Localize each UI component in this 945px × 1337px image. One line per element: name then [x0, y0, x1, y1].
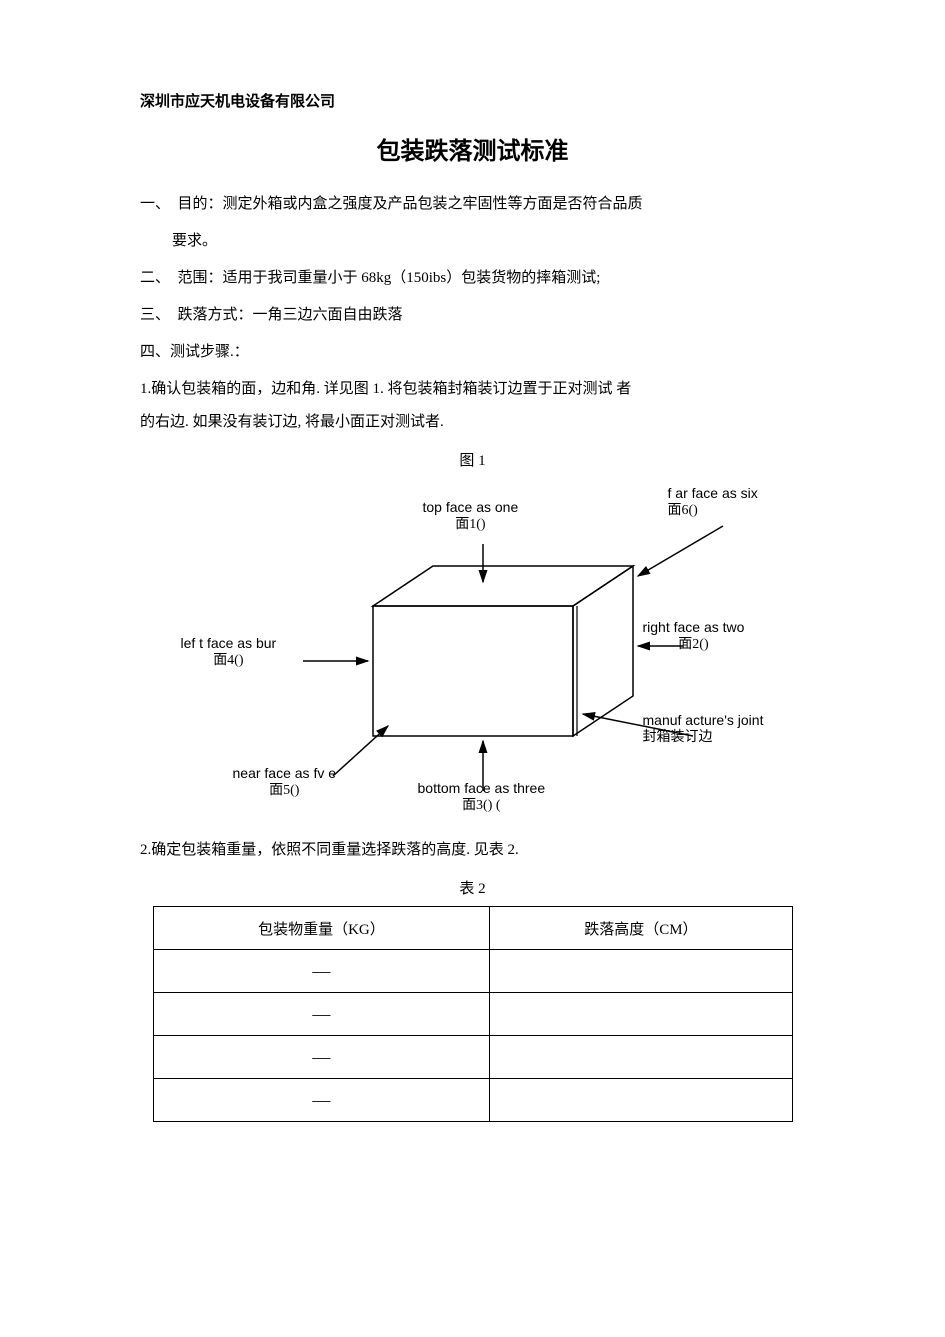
table-header-weight: 包装物重量（KG） [153, 907, 490, 950]
section-scope: 二、 范围：适用于我司重量小于 68kg（150ibs）包装货物的摔箱测试; [140, 262, 805, 295]
table-row: — [153, 1079, 792, 1122]
label-far-face: f ar face as six 面6() [668, 484, 758, 520]
label-joint: manuf acture's joint 封箱装订边 [643, 711, 764, 747]
table-cell [490, 993, 792, 1036]
label-right-face: right face as two 面2() [643, 618, 745, 654]
table-header-height: 跌落高度（CM） [490, 907, 792, 950]
label-far-cn: 面6() [668, 502, 758, 520]
label-top-cn: 面1() [423, 516, 519, 534]
table-cell: — [153, 993, 490, 1036]
step-1-line1: 1.确认包装箱的面，边和角. 详见图 1. 将包装箱封箱装订边置于正对测试 者 [140, 373, 805, 406]
label-left-en: lef t face as bur [181, 634, 277, 652]
label-near-en: near face as fv e [233, 764, 337, 782]
label-bottom-face: bottom face as three 面3() ( [418, 779, 546, 815]
table-row: — [153, 993, 792, 1036]
figure-1-wrapper: top face as one 面1() f ar face as six 面6… [140, 486, 805, 816]
label-joint-en: manuf acture's joint [643, 711, 764, 729]
table-cell: — [153, 1079, 490, 1122]
label-far-en: f ar face as six [668, 484, 758, 502]
purpose-line1: 一、 目的：测定外箱或内盒之强度及产品包装之牢固性等方面是否符合品质 [140, 196, 643, 212]
table-2-caption: 表 2 [140, 877, 805, 898]
table-cell [490, 1036, 792, 1079]
label-top-face: top face as one 面1() [423, 498, 519, 534]
label-left-face: lef t face as bur 面4() [181, 634, 277, 670]
section-steps-header: 四、测试步骤.： [140, 336, 805, 369]
label-left-cn: 面4() [181, 652, 277, 670]
label-right-cn: 面2() [643, 636, 745, 654]
document-page: 深圳市应天机电设备有限公司 包装跌落测试标准 一、 目的：测定外箱或内盒之强度及… [0, 0, 945, 1337]
table-2: 包装物重量（KG） 跌落高度（CM） — — — — [153, 906, 793, 1122]
table-cell [490, 1079, 792, 1122]
label-near-cn: 面5() [233, 782, 337, 800]
label-near-face: near face as fv e 面5() [233, 764, 337, 800]
figure-1-diagram: top face as one 面1() f ar face as six 面6… [163, 486, 783, 816]
section-purpose-cont: 要求。 [140, 225, 805, 258]
table-header-row: 包装物重量（KG） 跌落高度（CM） [153, 907, 792, 950]
label-joint-cn: 封箱装订边 [643, 729, 764, 747]
label-top-en: top face as one [423, 498, 519, 516]
table-cell [490, 950, 792, 993]
document-title: 包装跌落测试标准 [140, 131, 805, 166]
label-right-en: right face as two [643, 618, 745, 636]
company-header: 深圳市应天机电设备有限公司 [140, 90, 805, 111]
figure-1-caption: 图 1 [140, 449, 805, 470]
section-purpose: 一、 目的：测定外箱或内盒之强度及产品包装之牢固性等方面是否符合品质 [140, 188, 805, 221]
table-row: — [153, 950, 792, 993]
table-cell: — [153, 1036, 490, 1079]
step-1-line2: 的右边. 如果没有装订边, 将最小面正对测试者. [140, 406, 805, 439]
label-bottom-cn: 面3() ( [418, 797, 546, 815]
table-cell: — [153, 950, 490, 993]
step-2: 2.确定包装箱重量，依照不同重量选择跌落的高度. 见表 2. [140, 834, 805, 867]
table-row: — [153, 1036, 792, 1079]
section-method: 三、 跌落方式：一角三边六面自由跌落 [140, 299, 805, 332]
label-bottom-en: bottom face as three [418, 779, 546, 797]
